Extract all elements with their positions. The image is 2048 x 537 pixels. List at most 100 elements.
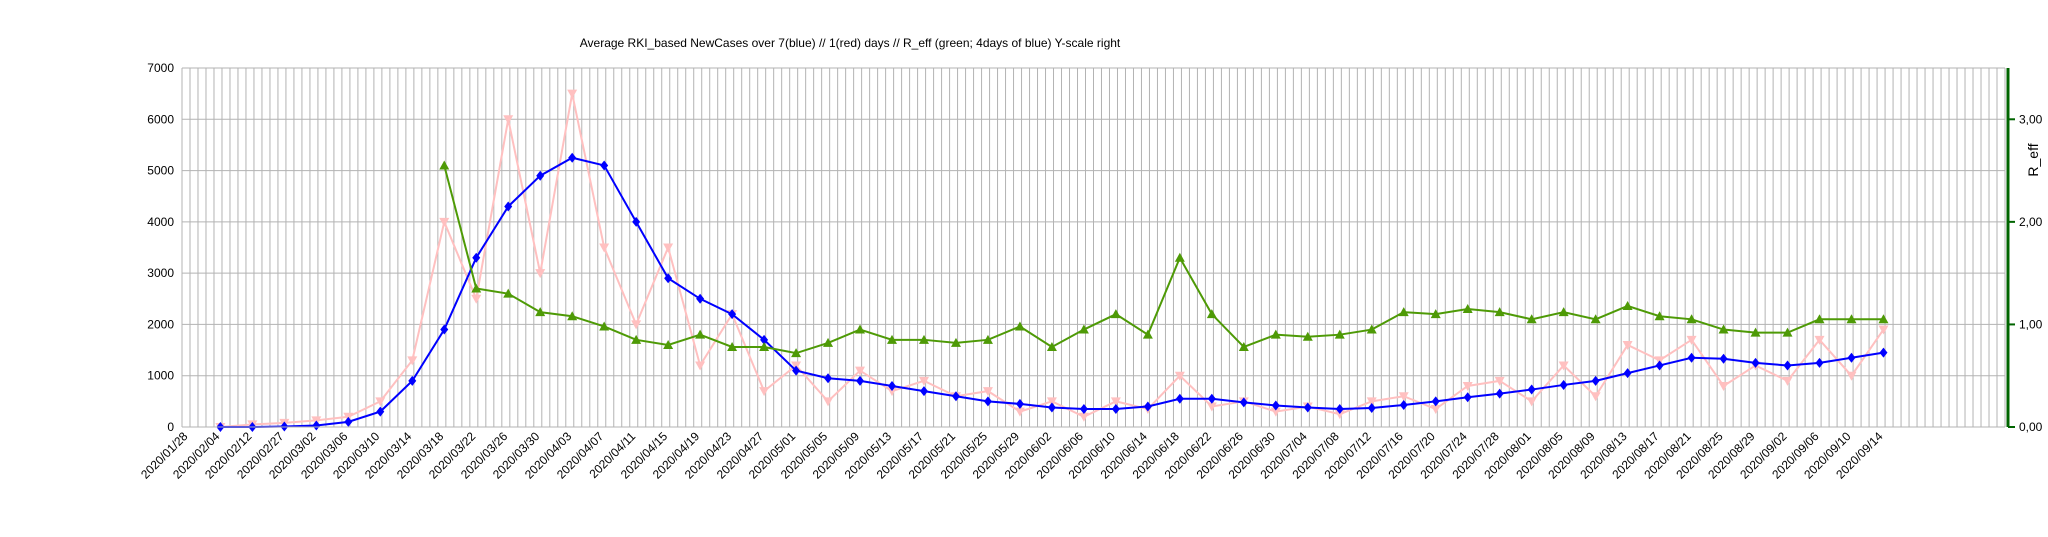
point-marker [950, 337, 961, 347]
y2-tick-label: 1,00 [2019, 317, 2043, 331]
point-marker [1111, 404, 1120, 415]
point-marker [982, 387, 993, 397]
point-marker [1206, 402, 1217, 412]
point-marker [1078, 324, 1089, 334]
point-marker [600, 160, 609, 171]
point-marker [631, 334, 642, 344]
point-marker [408, 375, 417, 386]
point-marker [1559, 379, 1568, 390]
point-marker [439, 160, 450, 170]
point-marker [536, 170, 545, 181]
point-marker [728, 309, 737, 320]
point-marker [1399, 399, 1408, 410]
point-marker [1270, 407, 1281, 417]
point-marker [1814, 314, 1825, 324]
point-marker [1142, 329, 1153, 339]
point-marker [823, 337, 834, 347]
point-marker [375, 397, 386, 407]
point-marker [1782, 327, 1793, 337]
point-marker [918, 376, 929, 386]
point-marker [567, 89, 578, 99]
point-marker [1174, 371, 1185, 381]
point-marker [1654, 311, 1665, 321]
point-marker [471, 294, 482, 304]
point-marker [1174, 252, 1185, 262]
point-marker [759, 341, 770, 351]
point-marker [1783, 360, 1792, 371]
point-marker [1558, 361, 1569, 371]
point-marker [1687, 352, 1696, 363]
point-marker [1303, 402, 1312, 413]
point-marker [919, 386, 928, 397]
point-marker [1366, 324, 1377, 334]
point-marker [407, 356, 418, 366]
point-marker [983, 396, 992, 407]
point-marker [1430, 405, 1441, 415]
point-marker [759, 387, 770, 397]
point-marker [312, 420, 321, 431]
point-marker [1878, 314, 1889, 324]
point-marker [344, 416, 353, 427]
y-tick-label: 3000 [147, 266, 174, 280]
point-marker [1015, 398, 1024, 409]
point-marker [887, 334, 898, 344]
point-marker [472, 252, 481, 263]
point-marker [1398, 307, 1409, 317]
point-marker [918, 334, 929, 344]
point-marker [1494, 376, 1505, 386]
point-marker [503, 288, 514, 298]
point-marker [1718, 381, 1729, 391]
point-marker [824, 373, 833, 384]
point-marker [535, 307, 546, 317]
point-marker [695, 329, 706, 339]
point-marker [1078, 412, 1089, 422]
point-marker [1814, 335, 1825, 345]
point-marker [1622, 340, 1633, 350]
y-tick-label: 0 [167, 420, 174, 434]
point-marker [1622, 300, 1633, 310]
point-marker [1431, 396, 1440, 407]
point-marker [1462, 304, 1473, 314]
point-marker [1238, 341, 1249, 351]
point-marker [1335, 404, 1344, 415]
point-marker [1175, 393, 1184, 404]
point-marker [1398, 392, 1409, 402]
point-marker [439, 217, 450, 227]
point-marker [1079, 404, 1088, 415]
y2-axis-label: R_eff [2025, 143, 2041, 176]
point-marker [823, 397, 834, 407]
point-marker [1463, 392, 1472, 403]
point-marker [696, 293, 705, 304]
point-marker [1686, 335, 1697, 345]
y-tick-label: 2000 [147, 317, 174, 331]
point-marker [695, 361, 706, 371]
point-marker [1367, 403, 1376, 414]
point-marker [1623, 368, 1632, 379]
point-marker [504, 201, 513, 212]
point-marker [1527, 384, 1536, 395]
point-marker [1495, 388, 1504, 399]
point-marker [760, 334, 769, 345]
point-marker [1494, 307, 1505, 317]
point-marker [1207, 393, 1216, 404]
point-marker [888, 380, 897, 391]
point-marker [1879, 347, 1888, 358]
point-marker [1558, 307, 1569, 317]
y-tick-label: 5000 [147, 164, 174, 178]
y-tick-label: 6000 [147, 112, 174, 126]
point-marker [599, 321, 610, 331]
point-marker [1591, 375, 1600, 386]
point-marker [1143, 401, 1152, 412]
point-marker [1846, 314, 1857, 324]
point-marker [664, 273, 673, 284]
point-marker [887, 387, 898, 397]
point-marker [1334, 410, 1345, 420]
point-marker [440, 324, 449, 335]
point-marker [535, 269, 546, 279]
point-marker [1046, 341, 1057, 351]
point-marker [727, 341, 738, 351]
point-marker [791, 348, 802, 358]
point-marker [1110, 309, 1121, 319]
point-marker [1462, 381, 1473, 391]
point-marker [1334, 329, 1345, 339]
